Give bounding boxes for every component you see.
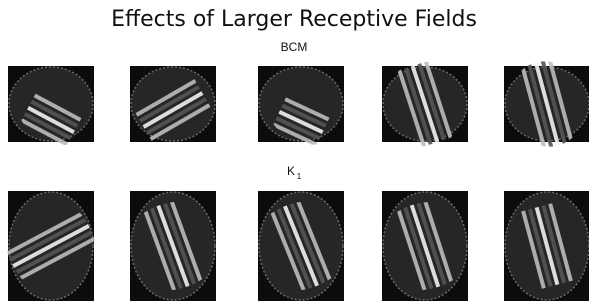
figure: Effects of Larger Receptive Fields BCM K… [0,0,589,306]
receptive-field-tile [258,66,344,147]
receptive-field-tile [504,191,589,301]
receptive-field-tile [0,191,111,301]
receptive-field-tile [504,57,589,150]
figure-title: Effects of Larger Receptive Fields [111,7,477,32]
receptive-field-tile [130,191,216,301]
receptive-field-tile [382,191,468,301]
receptive-field-tile [8,66,94,146]
receptive-field-tile [130,66,216,142]
receptive-field-tile [258,191,344,301]
row-label: BCM [281,40,308,54]
row-label-subscript: 1 [297,172,302,181]
tiles [0,57,589,301]
row-label: K [287,164,295,178]
receptive-field-tile [382,61,468,147]
